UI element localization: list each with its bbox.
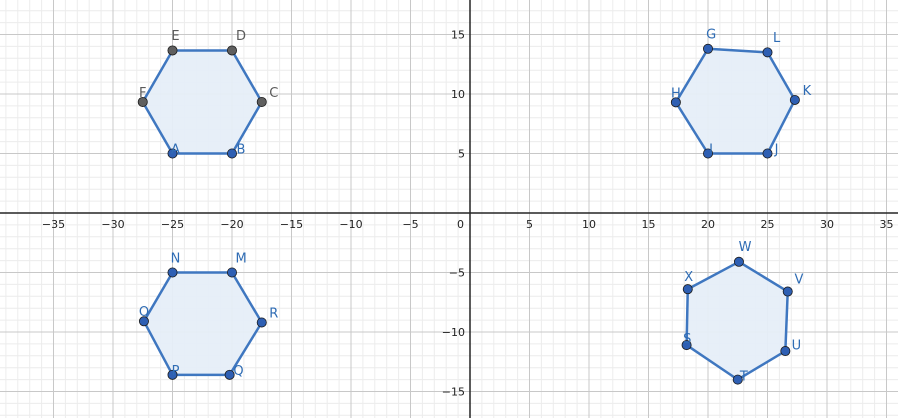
point-h[interactable] (670, 97, 681, 108)
point-q[interactable] (224, 369, 235, 380)
point-label-m: M (235, 251, 246, 266)
y-tick-label: 5 (458, 148, 465, 161)
point-label-w: W (739, 240, 752, 255)
x-tick-label: 5 (526, 218, 533, 231)
point-v[interactable] (782, 286, 793, 297)
point-b[interactable] (226, 148, 237, 159)
x-tick-label: −15 (280, 218, 303, 231)
point-m[interactable] (226, 267, 237, 278)
point-label-j: J (774, 143, 779, 158)
point-label-u: U (792, 338, 802, 353)
point-c[interactable] (256, 96, 267, 107)
point-label-p: P (172, 364, 180, 379)
polygons (141, 47, 797, 381)
point-j[interactable] (762, 148, 773, 159)
y-tick-label: −10 (442, 326, 465, 339)
point-label-o: O (139, 305, 149, 320)
point-label-a: A (171, 143, 180, 158)
point-u[interactable] (780, 346, 791, 357)
point-label-i: I (709, 143, 713, 158)
x-tick-label: −10 (339, 218, 362, 231)
point-a[interactable] (167, 148, 178, 159)
hexagon-ijklgh[interactable] (674, 47, 797, 155)
point-d[interactable] (226, 45, 237, 56)
x-tick-label: 20 (701, 218, 715, 231)
y-tick-label: −5 (449, 267, 465, 280)
origin-label: 0 (457, 218, 464, 231)
point-k[interactable] (789, 94, 800, 105)
x-tick-label: 30 (820, 218, 834, 231)
point-w[interactable] (733, 256, 744, 267)
tick-labels: −35 −30 −25 −20 −15 −10 −5 5 10 15 20 25 30 35 15 10 5 −5… (42, 29, 894, 399)
y-tick-label: 10 (451, 88, 465, 101)
point-g[interactable] (703, 43, 714, 54)
y-tick-label: 15 (451, 29, 465, 42)
point-label-k: K (803, 84, 812, 99)
x-tick-label: −30 (101, 218, 124, 231)
point-label-x: X (684, 270, 693, 285)
point-r[interactable] (256, 317, 267, 328)
point-label-d: D (236, 29, 246, 44)
x-tick-label: 15 (642, 218, 656, 231)
y-tick-label: −15 (442, 386, 465, 399)
point-label-b: B (237, 143, 246, 158)
point-e[interactable] (167, 45, 178, 56)
point-s[interactable] (681, 340, 692, 351)
x-tick-label: 35 (880, 218, 894, 231)
x-tick-label: −35 (42, 218, 65, 231)
point-label-h: H (671, 86, 681, 101)
point-i[interactable] (703, 148, 714, 159)
point-label-q: Q (233, 364, 243, 379)
points: A B C D E F I J K L G H M N O P Q R S T U V W X (137, 28, 812, 385)
point-f[interactable] (137, 96, 148, 107)
point-label-r: R (269, 306, 278, 321)
point-t[interactable] (732, 374, 743, 385)
point-o[interactable] (138, 316, 149, 327)
point-label-c: C (269, 86, 278, 101)
point-p[interactable] (167, 369, 178, 380)
point-label-l: L (773, 31, 781, 46)
point-label-f: F (139, 86, 146, 101)
point-n[interactable] (167, 267, 178, 278)
x-tick-label: −5 (402, 218, 418, 231)
point-x[interactable] (682, 284, 693, 295)
x-tick-label: 10 (582, 218, 596, 231)
point-label-n: N (171, 251, 181, 266)
point-label-t: T (739, 370, 748, 385)
point-label-v: V (795, 273, 804, 288)
x-tick-label: 25 (761, 218, 775, 231)
point-l[interactable] (762, 47, 773, 58)
point-label-s: S (683, 332, 691, 347)
point-label-e: E (171, 29, 179, 44)
x-tick-label: −25 (161, 218, 184, 231)
hexagon-stuvwx[interactable] (685, 260, 789, 381)
point-label-g: G (706, 28, 716, 43)
x-tick-label: −20 (220, 218, 243, 231)
